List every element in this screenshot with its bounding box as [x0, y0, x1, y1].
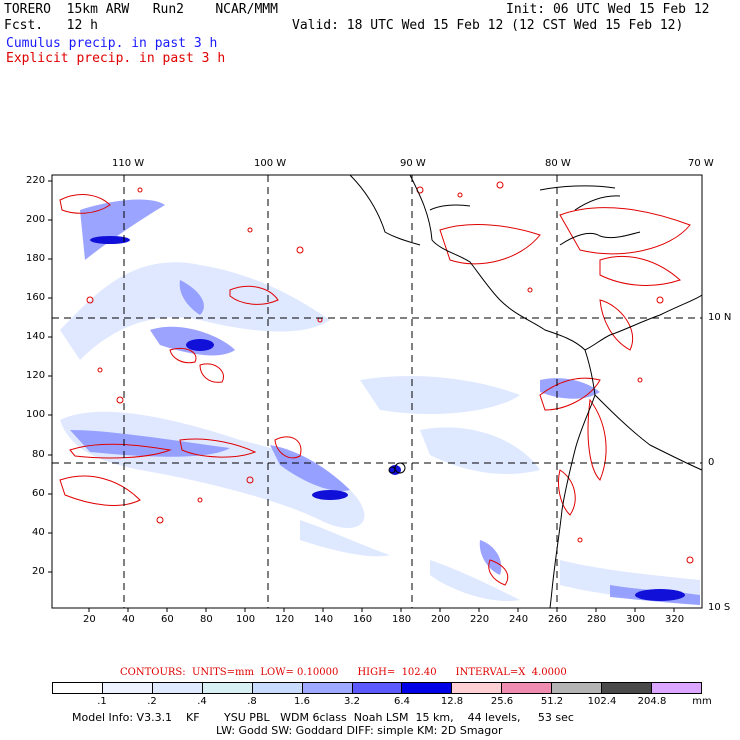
lon-label-100w: 100 W — [254, 158, 287, 169]
legend-swatch — [202, 683, 253, 693]
lon-label-110w: 110 W — [112, 158, 145, 169]
x-tick: 240 — [509, 614, 529, 625]
legend-swatch — [552, 683, 603, 693]
legend-label: 25.6 — [490, 696, 514, 707]
axis-ticks — [48, 180, 675, 612]
legend-swatch — [302, 683, 353, 693]
init-time: Init: 06 UTC Wed 15 Feb 12 — [506, 2, 710, 17]
contour-info: CONTOURS: UNITS=mm LOW= 0.10000 HIGH= 10… — [120, 667, 567, 678]
lat-label-10n: 10 N — [708, 312, 732, 323]
x-tick: 120 — [275, 614, 295, 625]
lat-label-10s: 10 S — [708, 602, 731, 613]
x-tick: 80 — [200, 614, 213, 625]
cumulus-precip-label: Cumulus precip. in past 3 h — [6, 36, 218, 51]
y-tick: 140 — [26, 331, 46, 342]
y-tick: 180 — [26, 253, 46, 264]
color-legend — [52, 682, 702, 694]
y-tick: 20 — [32, 566, 45, 577]
legend-label: .4 — [197, 696, 207, 707]
y-tick: 60 — [32, 488, 45, 499]
legend-swatch — [252, 683, 303, 693]
coastlines — [349, 175, 702, 608]
x-tick: 160 — [353, 614, 373, 625]
light-precip-shading — [60, 262, 700, 605]
legend-label: .8 — [247, 696, 257, 707]
legend-swatch — [352, 683, 403, 693]
lon-label-90w: 90 W — [400, 158, 426, 169]
explicit-precip-label: Explicit precip. in past 3 h — [6, 51, 226, 66]
legend-label: 12.8 — [440, 696, 464, 707]
legend-label: .2 — [147, 696, 157, 707]
legend-swatch — [602, 683, 653, 693]
lat-lon-grid — [52, 175, 702, 608]
map-frame — [51, 174, 703, 609]
forecast-hour: Fcst. 12 h — [4, 18, 98, 33]
x-tick: 200 — [431, 614, 451, 625]
legend-label: 3.2 — [344, 696, 360, 707]
legend-label: .1 — [97, 696, 107, 707]
legend-label: mm — [692, 696, 712, 707]
y-tick: 200 — [26, 214, 46, 225]
legend-swatch — [652, 683, 701, 693]
heavy-precip-cores — [90, 236, 685, 601]
explicit-precip-speckle — [86, 181, 694, 564]
y-tick: 100 — [26, 409, 46, 420]
y-tick: 40 — [32, 527, 45, 538]
legend-swatch — [402, 683, 453, 693]
legend-swatch — [102, 683, 153, 693]
x-tick: 40 — [122, 614, 135, 625]
y-tick: 160 — [26, 292, 46, 303]
y-tick: 120 — [26, 370, 46, 381]
legend-label: 1.6 — [294, 696, 310, 707]
x-tick: 20 — [83, 614, 96, 625]
physics-info: LW: Godd SW: Goddard DIFF: simple KM: 2D… — [216, 724, 503, 737]
x-tick: 260 — [548, 614, 568, 625]
model-info: Model Info: V3.3.1 KF YSU PBL WDM 6class… — [72, 711, 574, 724]
legend-swatch — [152, 683, 203, 693]
x-tick: 300 — [626, 614, 646, 625]
x-tick: 220 — [470, 614, 490, 625]
legend-swatch — [452, 683, 503, 693]
lat-label-0: 0 — [708, 457, 715, 468]
legend-label: 6.4 — [394, 696, 410, 707]
x-tick: 280 — [587, 614, 607, 625]
x-tick: 320 — [665, 614, 685, 625]
x-tick: 180 — [392, 614, 412, 625]
y-tick: 220 — [26, 175, 46, 186]
legend-label: 51.2 — [540, 696, 564, 707]
lon-label-70w: 70 W — [688, 158, 714, 169]
model-title: TORERO 15km ARW Run2 NCAR/MMM — [4, 2, 278, 17]
x-tick: 140 — [314, 614, 334, 625]
legend-swatch — [502, 683, 553, 693]
y-tick: 80 — [32, 449, 45, 460]
legend-swatch — [53, 683, 103, 693]
legend-label: 102.4 — [587, 696, 617, 707]
valid-time: Valid: 18 UTC Wed 15 Feb 12 (12 CST Wed … — [292, 18, 684, 33]
legend-label: 204.8 — [637, 696, 667, 707]
x-tick: 100 — [236, 614, 256, 625]
lon-label-80w: 80 W — [545, 158, 571, 169]
x-tick: 60 — [161, 614, 174, 625]
